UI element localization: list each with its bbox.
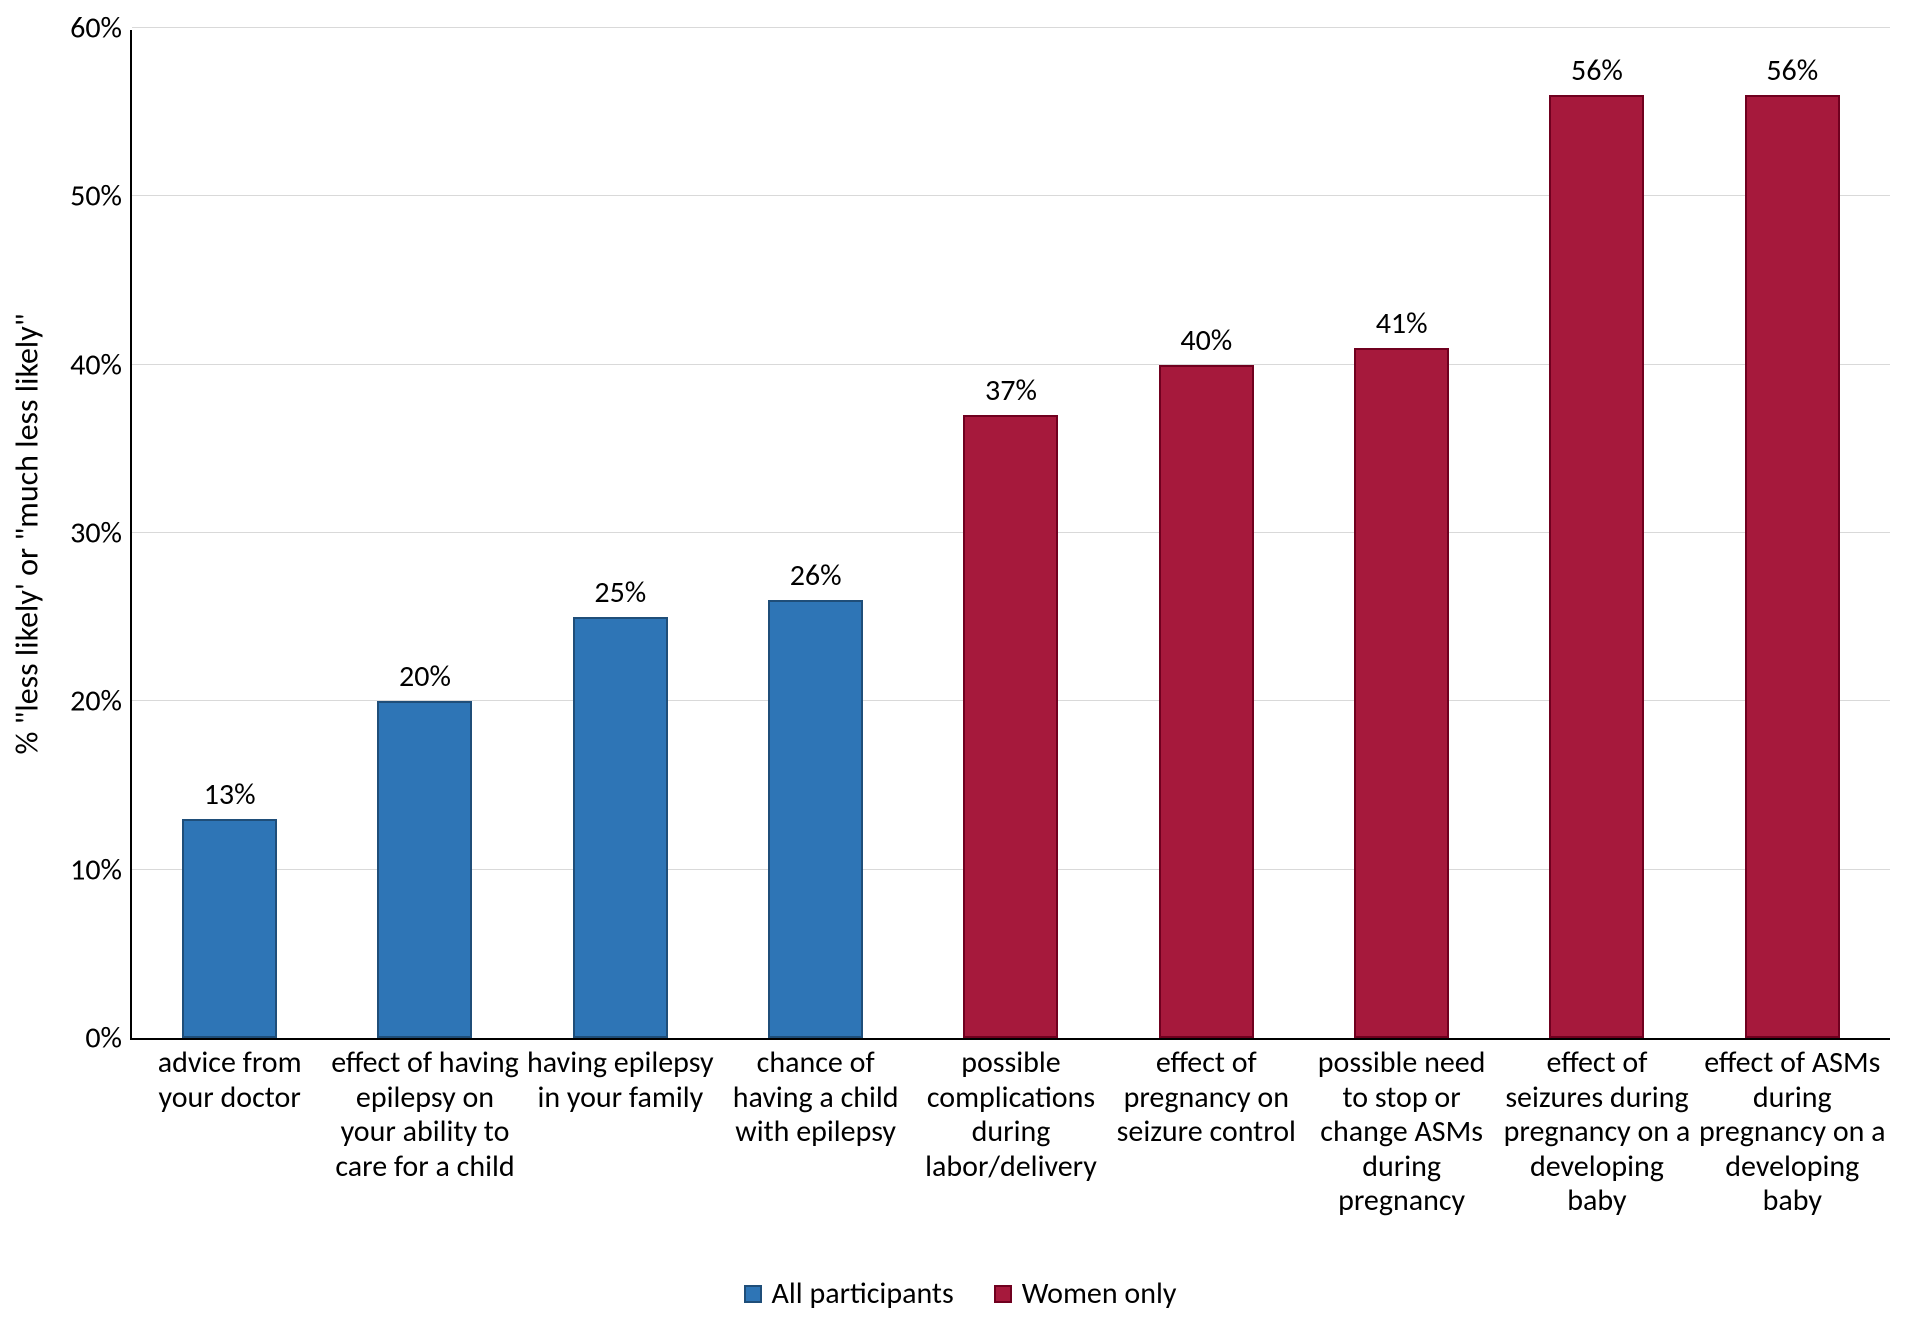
bar-value-label: 25%: [594, 574, 646, 619]
bar: 37%: [963, 415, 1058, 1038]
x-tick-label: effect of seizures during pregnancy on a…: [1499, 1038, 1694, 1219]
plot-area: % "less likely' or "much less likely" 0%…: [130, 30, 1890, 1040]
x-tick-label: having epilepsy in your family: [523, 1038, 718, 1115]
bar: 56%: [1549, 95, 1644, 1038]
legend-swatch: [994, 1285, 1012, 1303]
legend-item: Women only: [994, 1275, 1177, 1312]
bars-container: 13%advice from your doctor20%effect of h…: [132, 30, 1890, 1038]
x-tick-label: chance of having a child with epilepsy: [718, 1038, 913, 1150]
legend-label: All participants: [772, 1275, 954, 1312]
y-tick-label: 50%: [70, 178, 132, 215]
x-tick-label: effect of pregnancy on seizure control: [1109, 1038, 1304, 1150]
bar-value-label: 20%: [399, 658, 451, 703]
x-tick-label: possible complications during labor/deli…: [913, 1038, 1108, 1184]
bar-value-label: 13%: [204, 776, 256, 821]
bar-slot: 41%possible need to stop or change ASMs …: [1304, 30, 1499, 1038]
x-tick-label: possible need to stop or change ASMs dur…: [1304, 1038, 1499, 1219]
legend-label: Women only: [1022, 1275, 1177, 1312]
bar: 25%: [573, 617, 668, 1038]
y-axis-label: % "less likely' or "much less likely": [8, 313, 47, 754]
bar-slot: 20%effect of having epilepsy on your abi…: [327, 30, 522, 1038]
bar-slot: 37%possible complications during labor/d…: [913, 30, 1108, 1038]
bar-value-label: 26%: [790, 557, 842, 602]
legend-item: All participants: [744, 1275, 954, 1312]
bar-slot: 56%effect of seizures during pregnancy o…: [1499, 30, 1694, 1038]
y-tick-label: 30%: [70, 515, 132, 552]
legend-swatch: [744, 1285, 762, 1303]
x-tick-label: effect of ASMs during pregnancy on a dev…: [1695, 1038, 1890, 1219]
bar: 20%: [377, 701, 472, 1038]
y-tick-label: 60%: [70, 10, 132, 47]
y-tick-label: 0%: [85, 1020, 132, 1057]
bar-value-label: 41%: [1376, 305, 1428, 350]
legend: All participants Women only: [0, 1275, 1920, 1312]
bar: 56%: [1745, 95, 1840, 1038]
bar-value-label: 40%: [1180, 322, 1232, 367]
bar-slot: 13%advice from your doctor: [132, 30, 327, 1038]
bar: 41%: [1354, 348, 1449, 1038]
y-tick-label: 10%: [70, 851, 132, 888]
x-tick-label: advice from your doctor: [132, 1038, 327, 1115]
gridline: 60%: [132, 27, 1890, 28]
bar: 26%: [768, 600, 863, 1038]
bar: 13%: [182, 819, 277, 1038]
bar-slot: 40%effect of pregnancy on seizure contro…: [1109, 30, 1304, 1038]
bar-slot: 26%chance of having a child with epileps…: [718, 30, 913, 1038]
y-tick-label: 40%: [70, 346, 132, 383]
bar-value-label: 56%: [1766, 52, 1818, 97]
y-tick-label: 20%: [70, 683, 132, 720]
bar-value-label: 37%: [985, 372, 1037, 417]
bar: 40%: [1159, 365, 1254, 1038]
x-tick-label: effect of having epilepsy on your abilit…: [327, 1038, 522, 1184]
bar-slot: 56%effect of ASMs during pregnancy on a …: [1695, 30, 1890, 1038]
bar-chart: % "less likely' or "much less likely" 0%…: [0, 0, 1920, 1335]
bar-slot: 25%having epilepsy in your family: [523, 30, 718, 1038]
bar-value-label: 56%: [1571, 52, 1623, 97]
